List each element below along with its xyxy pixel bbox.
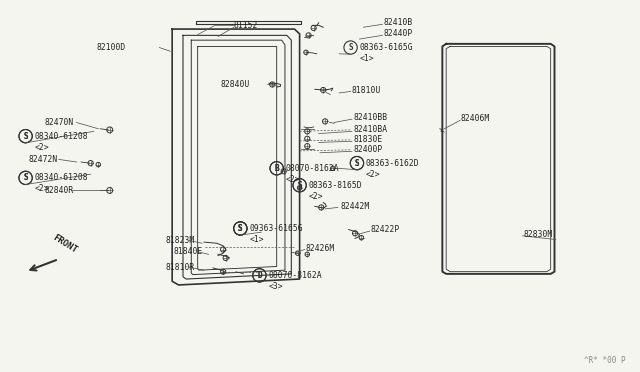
Text: S: S [238, 224, 243, 233]
Text: 08363-6165G: 08363-6165G [360, 43, 413, 52]
Text: S: S [23, 173, 28, 182]
Text: <3>: <3> [268, 282, 283, 291]
Text: S: S [23, 173, 28, 182]
Text: 82422P: 82422P [371, 225, 400, 234]
Text: <2>: <2> [35, 185, 49, 193]
Text: 81810U: 81810U [352, 86, 381, 94]
Text: 82472N: 82472N [28, 155, 58, 164]
Text: <1>: <1> [360, 54, 374, 63]
Text: 82410B: 82410B [384, 18, 413, 27]
Text: ^R* *00 P: ^R* *00 P [584, 356, 626, 365]
Text: <2>: <2> [308, 192, 323, 201]
Text: 81152: 81152 [234, 21, 259, 30]
Text: B: B [275, 164, 279, 173]
Text: 82840U: 82840U [221, 80, 250, 89]
Text: 82830M: 82830M [524, 230, 553, 239]
Text: 08340-61208: 08340-61208 [35, 132, 88, 141]
Text: 81823M: 81823M [166, 236, 195, 245]
Text: 81810R: 81810R [166, 263, 195, 272]
Text: 08070-8162A: 08070-8162A [285, 164, 339, 173]
Text: <2>: <2> [366, 170, 381, 179]
Text: 82406M: 82406M [460, 114, 490, 123]
Text: S: S [348, 43, 353, 52]
Text: 09363-6165G: 09363-6165G [249, 224, 303, 233]
Text: 81840E: 81840E [173, 247, 203, 256]
Text: 82410BA: 82410BA [353, 125, 387, 134]
Text: S: S [238, 224, 243, 233]
Text: D: D [257, 271, 262, 280]
Text: S: S [298, 181, 302, 190]
Text: B: B [275, 164, 279, 173]
Text: 08363-6162D: 08363-6162D [366, 158, 419, 168]
Text: S: S [23, 132, 28, 141]
Text: 82440P: 82440P [384, 29, 413, 38]
Text: 82426M: 82426M [306, 244, 335, 253]
Text: 08070-8162A: 08070-8162A [268, 271, 322, 280]
Text: S: S [238, 224, 243, 233]
Text: 82470N: 82470N [45, 118, 74, 127]
Text: 82410BB: 82410BB [353, 113, 387, 122]
Text: S: S [298, 181, 302, 190]
Text: 82442M: 82442M [340, 202, 370, 211]
Text: <1>: <1> [249, 235, 264, 244]
Text: 82840R: 82840R [45, 186, 74, 195]
Text: 82100D: 82100D [97, 43, 125, 52]
Text: <2>: <2> [35, 143, 49, 152]
Text: FRONT: FRONT [51, 234, 79, 256]
Text: <2>: <2> [285, 175, 300, 184]
Text: 82400P: 82400P [353, 145, 382, 154]
Text: D: D [257, 271, 262, 280]
Text: 08363-8165D: 08363-8165D [308, 181, 362, 190]
Text: S: S [355, 158, 359, 168]
Text: S: S [355, 158, 359, 168]
Text: 81830E: 81830E [353, 135, 382, 144]
Text: 08340-61208: 08340-61208 [35, 173, 88, 182]
Text: S: S [23, 132, 28, 141]
